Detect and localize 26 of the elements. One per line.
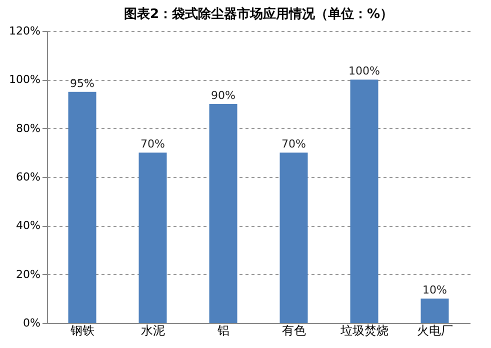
- data-label: 90%: [211, 89, 236, 102]
- y-tick-label: 80%: [16, 122, 40, 135]
- bar: [420, 298, 449, 323]
- y-tick-label: 100%: [9, 73, 40, 86]
- x-tick-label: 钢铁: [69, 324, 94, 338]
- x-tick-label: 铝: [216, 324, 230, 338]
- bar: [138, 152, 167, 323]
- bar: [280, 152, 308, 323]
- data-label: 95%: [70, 76, 94, 90]
- data-label: 100%: [348, 64, 380, 78]
- bar: [350, 80, 378, 323]
- data-label: 70%: [282, 138, 306, 151]
- x-tick-label: 火电厂: [416, 324, 453, 338]
- bar: [68, 92, 96, 323]
- x-tick-label: 有色: [282, 324, 306, 338]
- y-tick-label: 60%: [16, 170, 40, 184]
- data-label: 10%: [422, 284, 447, 297]
- x-tick-label: 垃圾焚烧: [339, 324, 388, 338]
- y-tick-label: 120%: [9, 24, 40, 38]
- bar: [209, 104, 238, 323]
- data-label: 70%: [140, 138, 165, 151]
- y-tick-label: 20%: [16, 268, 40, 281]
- y-tick-label: 0%: [23, 316, 40, 330]
- x-tick-label: 水泥: [140, 324, 165, 338]
- chart-title: 图表2：袋式除尘器市场应用情况（单位：%）: [124, 6, 394, 22]
- y-tick-label: 40%: [16, 219, 40, 232]
